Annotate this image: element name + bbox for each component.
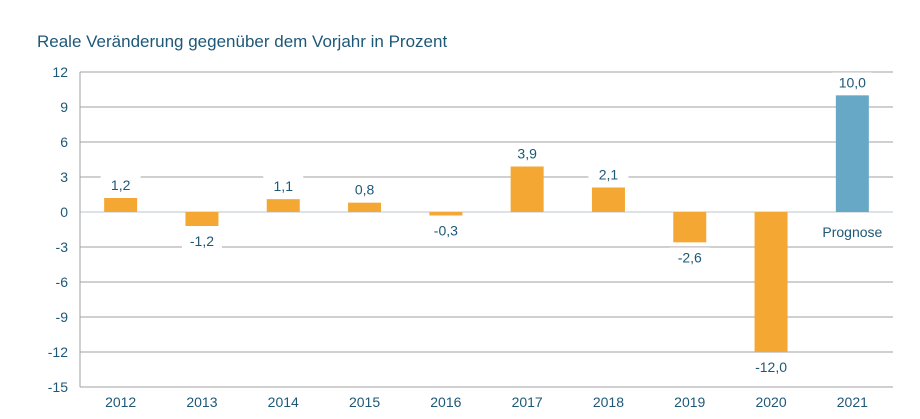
bar-2013 <box>185 212 219 226</box>
bar-2018 <box>591 187 625 212</box>
bar-2017 <box>510 166 544 212</box>
x-tick-label: 2012 <box>105 394 136 410</box>
y-tick-label: 0 <box>60 204 68 220</box>
x-tick-label: 2013 <box>186 394 217 410</box>
bar-2012 <box>104 198 138 212</box>
data-label: -0,3 <box>434 223 458 239</box>
x-tick-label: 2017 <box>512 394 543 410</box>
x-tick-label: 2021 <box>837 394 868 410</box>
x-tick-label: 2016 <box>430 394 461 410</box>
data-label-bg <box>425 220 466 240</box>
x-tick-label: 2014 <box>268 394 299 410</box>
y-tick-label: -3 <box>56 239 69 255</box>
x-tick-label: 2015 <box>349 394 380 410</box>
bar-2019 <box>673 212 707 243</box>
data-label: 1,2 <box>111 177 131 193</box>
data-label-bg <box>588 164 629 184</box>
data-label: 3,9 <box>517 146 537 162</box>
data-label-bg <box>832 72 873 92</box>
y-tick-label: -6 <box>56 274 69 290</box>
data-label: 2,1 <box>599 167 619 183</box>
y-tick-label: 6 <box>60 134 68 150</box>
data-label: -1,2 <box>190 233 214 249</box>
y-tick-label: 3 <box>60 169 68 185</box>
y-tick-label: -12 <box>48 344 68 360</box>
bar-2021 <box>835 95 869 212</box>
data-label-bg <box>507 143 548 163</box>
y-tick-label: -15 <box>48 379 68 395</box>
data-label-bg <box>100 175 141 194</box>
data-label-bg <box>669 247 710 267</box>
data-label: 1,1 <box>274 178 294 194</box>
data-label: -2,6 <box>678 249 702 265</box>
data-label-bg <box>751 357 792 376</box>
bar-2016 <box>429 212 463 216</box>
chart-title: Reale Veränderung gegenüber dem Vorjahr … <box>37 32 447 51</box>
data-label-bg <box>181 231 222 250</box>
y-tick-label: 9 <box>60 99 68 115</box>
bar-2015 <box>348 202 382 212</box>
bar-2014 <box>266 199 300 212</box>
data-label: -12,0 <box>755 359 787 375</box>
y-tick-label: -9 <box>56 309 69 325</box>
x-tick-label: 2019 <box>674 394 705 410</box>
y-tick-label: 12 <box>52 64 68 80</box>
data-label: 0,8 <box>355 182 375 198</box>
annotation-prognose: Prognose <box>822 224 882 240</box>
x-tick-label: 2018 <box>593 394 624 410</box>
bar-2020 <box>754 212 788 352</box>
x-tick-label: 2020 <box>755 394 786 410</box>
data-label: 10,0 <box>839 74 866 90</box>
data-label-bg <box>263 176 304 196</box>
data-label-bg <box>344 179 385 199</box>
